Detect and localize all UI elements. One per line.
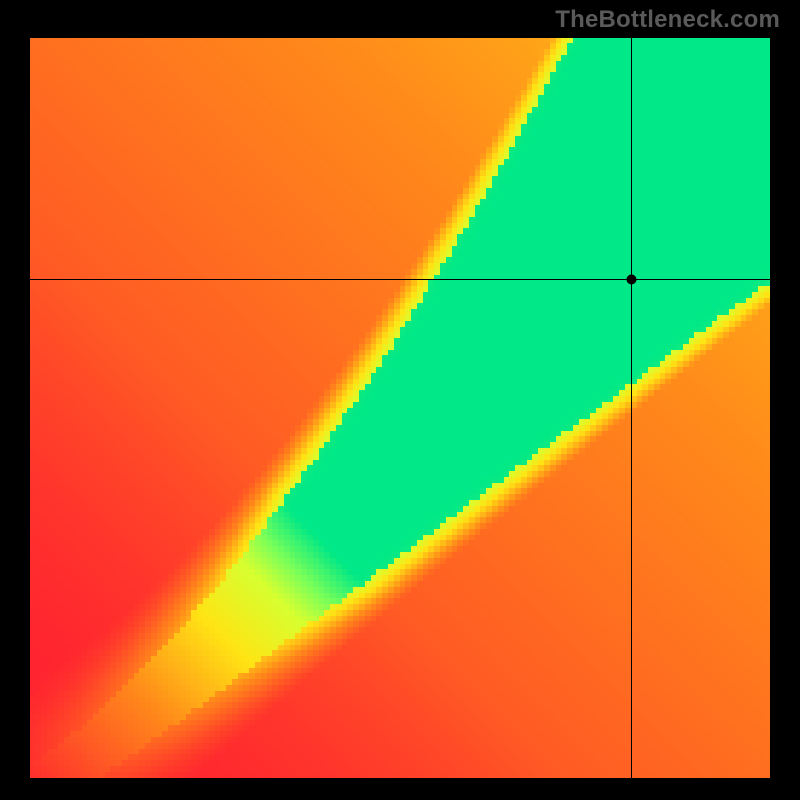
image-container: TheBottleneck.com bbox=[0, 0, 800, 800]
watermark-text: TheBottleneck.com bbox=[555, 6, 780, 34]
bottleneck-heatmap bbox=[30, 38, 770, 778]
